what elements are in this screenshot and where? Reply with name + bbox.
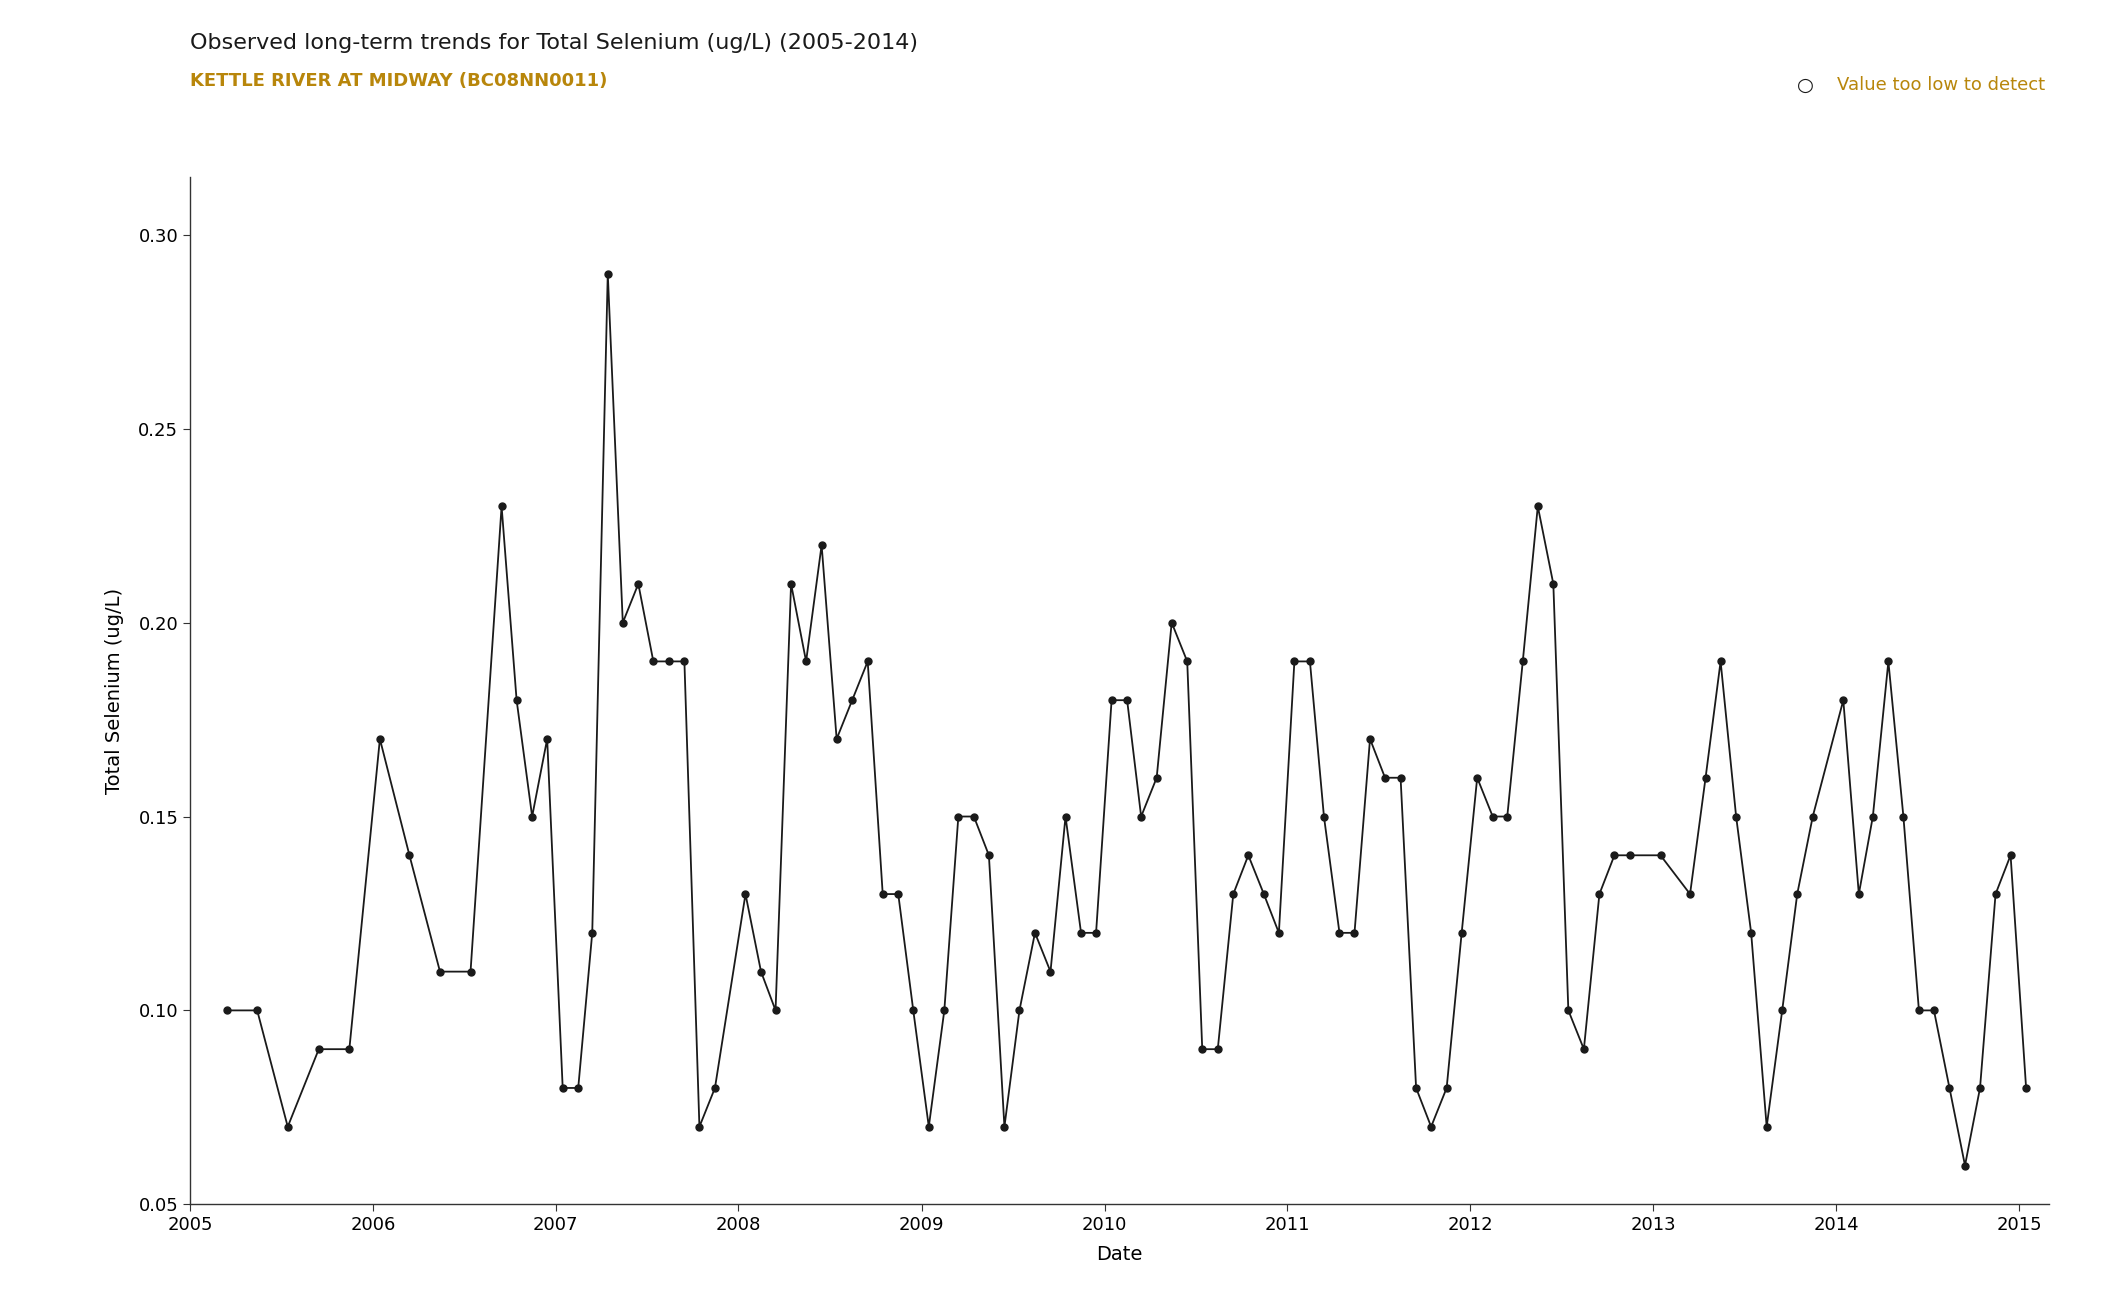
Text: ○: ○ <box>1797 76 1814 96</box>
Text: Value too low to detect: Value too low to detect <box>1837 76 2047 94</box>
X-axis label: Date: Date <box>1096 1245 1143 1264</box>
Text: Observed long-term trends for Total Selenium (ug/L) (2005-2014): Observed long-term trends for Total Sele… <box>190 33 919 52</box>
Text: KETTLE RIVER AT MIDWAY (BC08NN0011): KETTLE RIVER AT MIDWAY (BC08NN0011) <box>190 72 608 90</box>
Y-axis label: Total Selenium (ug/L): Total Selenium (ug/L) <box>106 588 125 793</box>
